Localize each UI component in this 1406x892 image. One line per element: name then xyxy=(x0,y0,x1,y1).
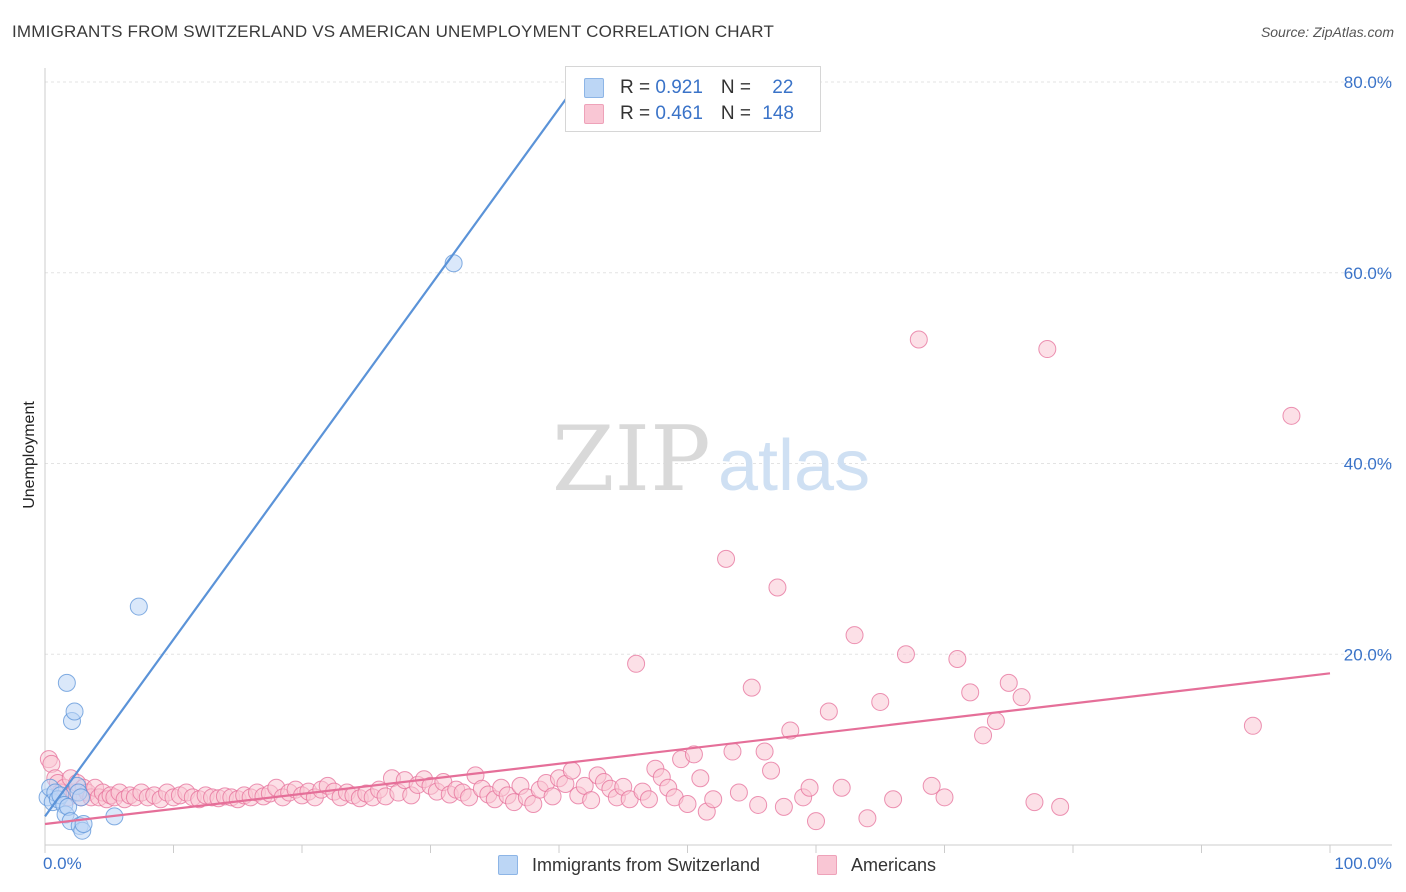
legend-r-label: R = xyxy=(620,103,656,124)
trendline-switzerland xyxy=(44,81,580,818)
legend-r-value: 0.461 xyxy=(655,103,703,124)
watermark-zip: ZIP xyxy=(552,407,711,512)
point-americans xyxy=(755,742,774,761)
point-americans xyxy=(896,645,915,664)
point-americans xyxy=(684,745,703,764)
trendlines xyxy=(44,81,1331,826)
point-switzerland xyxy=(129,597,148,616)
axes xyxy=(44,68,1392,853)
bottom-legend-swatch-americans xyxy=(817,855,837,875)
legend-row-americans: R = 0.461 N = 148 xyxy=(584,102,794,126)
point-americans xyxy=(858,809,877,828)
point-americans xyxy=(800,778,819,797)
point-americans xyxy=(986,712,1005,731)
y-tick-label: 40.0% xyxy=(1344,455,1392,474)
point-americans xyxy=(961,683,980,702)
point-americans xyxy=(729,783,748,802)
point-americans xyxy=(1282,406,1301,425)
point-americans xyxy=(1025,793,1044,812)
x-tick-label: 0.0% xyxy=(43,854,82,873)
legend-r-label: R = xyxy=(620,77,656,98)
legend-n-label: N = xyxy=(720,77,757,98)
legend-row-switzerland: R = 0.921 N = 22 xyxy=(584,76,793,100)
point-americans xyxy=(974,726,993,745)
point-switzerland xyxy=(57,673,76,692)
point-americans xyxy=(704,790,723,809)
point-americans xyxy=(922,776,941,795)
legend-n-value: 148 xyxy=(762,103,794,124)
point-americans xyxy=(819,702,838,721)
bottom-legend-swatch-switzerland xyxy=(498,855,518,875)
point-americans xyxy=(762,761,781,780)
chart-source: Source: ZipAtlas.com xyxy=(1260,24,1394,40)
bottom-legend-label-americans: Americans xyxy=(851,854,937,875)
point-americans xyxy=(774,797,793,816)
point-americans xyxy=(1012,688,1031,707)
point-americans xyxy=(909,330,928,349)
point-americans xyxy=(845,626,864,645)
point-americans xyxy=(935,788,954,807)
x-tick-label: 100.0% xyxy=(1334,854,1392,873)
point-americans xyxy=(742,678,761,697)
y-tick-label: 80.0% xyxy=(1344,73,1392,92)
point-americans xyxy=(639,790,658,809)
point-americans xyxy=(768,578,787,597)
trendline-americans xyxy=(44,672,1331,826)
point-americans xyxy=(884,790,903,809)
y-tick-label: 20.0% xyxy=(1344,645,1392,664)
point-americans xyxy=(562,761,581,780)
watermark-atlas: atlas xyxy=(718,426,870,506)
point-americans xyxy=(948,650,967,669)
grid xyxy=(45,81,1392,655)
point-americans xyxy=(691,769,710,788)
point-americans xyxy=(1243,716,1262,735)
legend-r-value: 0.921 xyxy=(655,77,703,98)
point-switzerland xyxy=(71,788,90,807)
legend-n-value: 22 xyxy=(772,77,794,98)
point-americans xyxy=(543,787,562,806)
point-americans xyxy=(1038,340,1057,359)
point-americans xyxy=(999,673,1018,692)
point-americans xyxy=(460,788,479,807)
correlation-legend: R = 0.921 N = 22 R = 0.461 N = 148 xyxy=(565,66,821,132)
point-americans xyxy=(723,742,742,761)
legend-swatch-switzerland xyxy=(584,78,604,98)
legend-n-label: N = xyxy=(720,103,757,124)
point-americans xyxy=(749,795,768,814)
point-americans xyxy=(582,791,601,810)
point-americans xyxy=(832,778,851,797)
point-americans xyxy=(627,654,646,673)
bottom-legend-label-switzerland: Immigrants from Switzerland xyxy=(532,854,761,875)
bottom-legend-americans: Americans xyxy=(817,852,936,878)
y-axis-label: Unemployment xyxy=(21,401,38,509)
y-tick-label: 60.0% xyxy=(1344,264,1392,283)
point-americans xyxy=(871,692,890,711)
point-americans xyxy=(717,549,736,568)
chart-title: IMMIGRANTS FROM SWITZERLAND VS AMERICAN … xyxy=(12,22,775,41)
point-switzerland xyxy=(65,702,84,721)
point-americans xyxy=(807,812,825,831)
tick-labels: 20.0% 40.0% 60.0% 80.0% 0.0% 100.0% xyxy=(43,73,1392,873)
bottom-legend-switzerland: Immigrants from Switzerland xyxy=(498,852,760,878)
point-americans xyxy=(678,794,697,813)
point-americans xyxy=(781,721,800,740)
legend-swatch-americans xyxy=(584,104,604,124)
point-americans xyxy=(1051,797,1070,816)
data-points xyxy=(38,254,1301,840)
